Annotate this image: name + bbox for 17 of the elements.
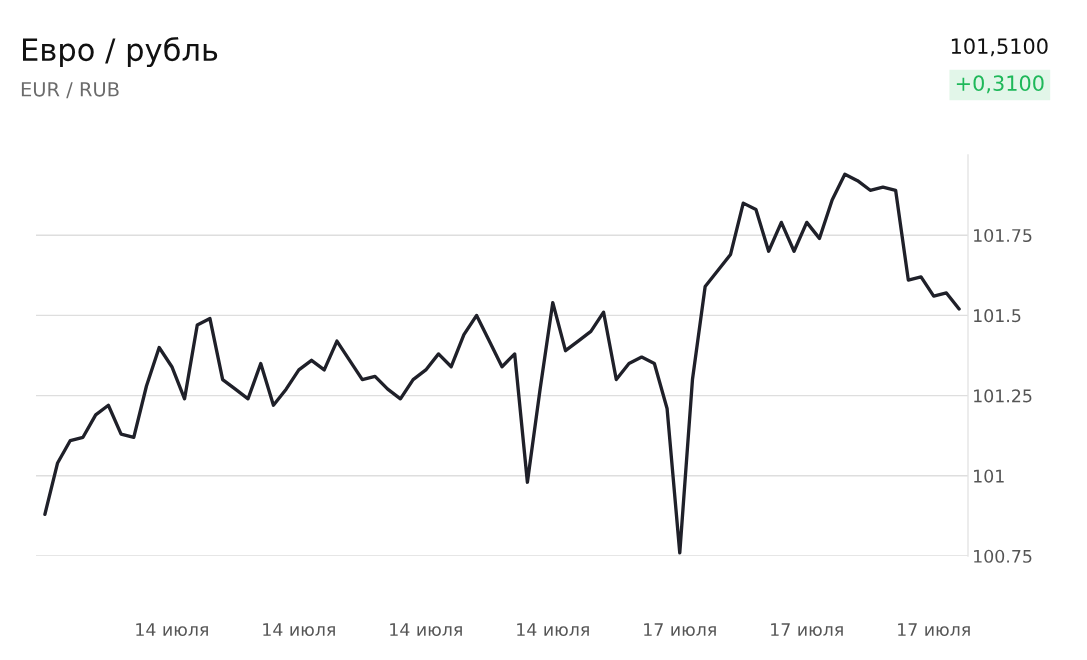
chart-title: Евро / рубль [23, 36, 218, 68]
x-tick-label: 14 июля [390, 623, 462, 637]
y-tick-label: 101.75 [974, 228, 1032, 243]
x-tick-label: 17 июля [644, 623, 716, 637]
y-tick-label: 101.5 [974, 309, 1021, 323]
x-tick-label: 14 июля [517, 623, 589, 637]
text: 101,5100 [951, 38, 1048, 57]
y-tick-label: 101.25 [974, 389, 1032, 403]
y-tick-label: 101 [974, 469, 1004, 483]
y-tick-label: 100.75 [974, 549, 1032, 563]
chart-subtitle: EUR / RUB [21, 82, 119, 99]
x-tick-label: 17 июля [771, 623, 843, 637]
text: +0,3100 [956, 75, 1044, 94]
x-tick-label: 17 июля [898, 623, 970, 637]
line-series [43, 172, 961, 555]
x-tick-label: 14 июля [136, 623, 208, 637]
x-tick-label: 14 июля [263, 623, 335, 637]
